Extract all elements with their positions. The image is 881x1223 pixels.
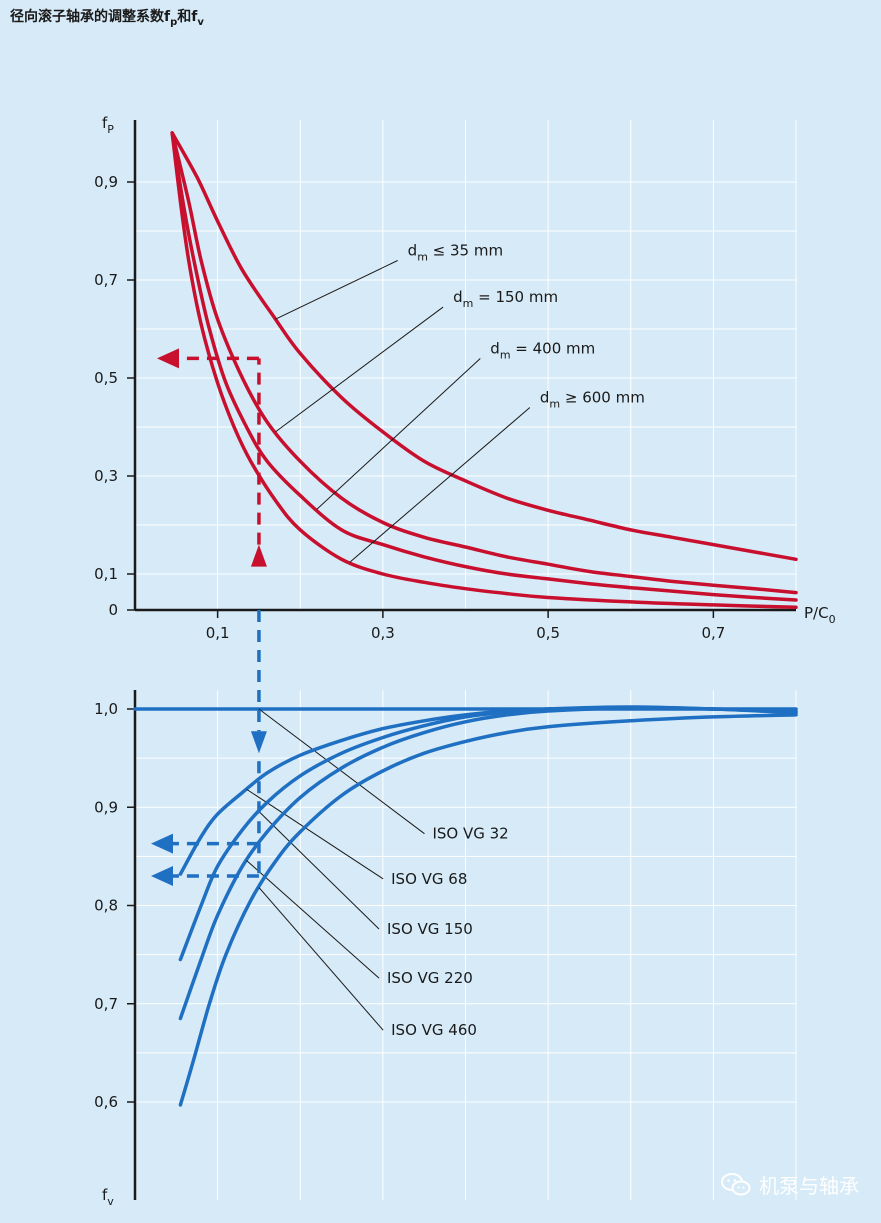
- fv-leader-line: [246, 860, 380, 979]
- fv-guide-arrow-left-2: [151, 866, 173, 887]
- top-x-tick-label: 0,5: [536, 624, 560, 642]
- bottom-y-tick-label: 0,9: [94, 798, 118, 816]
- watermark-text: 机泵与轴承: [759, 1174, 859, 1198]
- fv-curve-2: [178, 706, 798, 876]
- top-x-tick-label: 0,3: [371, 624, 395, 642]
- fv-curve-5: [178, 713, 798, 1107]
- fp-curve-1: [170, 131, 798, 562]
- top-x-tick-label: 0,7: [701, 624, 725, 642]
- fv-leader-line: [258, 708, 425, 835]
- bottom-y-tick-label: 0,6: [94, 1093, 118, 1111]
- fv-curve-4: [178, 706, 798, 1021]
- bottom-y-tick-label: 0,8: [94, 897, 118, 915]
- wechat-icon: [721, 1172, 751, 1195]
- fp-guide-arrow-left: [157, 348, 179, 369]
- watermark: 机泵与轴承: [721, 1170, 859, 1199]
- fp-curve-label: dm = 400 mm: [490, 340, 595, 362]
- top-y-tick-label: 0,1: [94, 565, 118, 583]
- fp-leader-line: [275, 306, 444, 433]
- page-title: 径向滚子轴承的调整系数fp和fv: [10, 9, 204, 28]
- bottom-y-tick-label: 0,7: [94, 995, 118, 1013]
- bottom-y-axis-label: fv: [102, 1186, 114, 1208]
- bottom-y-tick-label: 1,0: [94, 700, 118, 718]
- fv-guide-arrow-left-1: [151, 833, 173, 854]
- top-x-tick-label: 0,1: [206, 624, 230, 642]
- fv-guide-arrow-down: [250, 731, 267, 754]
- fv-curve-label: ISO VG 220: [387, 969, 473, 987]
- fv-leader-line: [258, 811, 380, 930]
- fv-curve-label: ISO VG 32: [432, 825, 508, 843]
- fv-leader-line: [246, 788, 384, 880]
- fv-curve-label: ISO VG 68: [391, 870, 467, 888]
- fp-leader-line: [275, 260, 398, 320]
- fv-curve-label: ISO VG 460: [391, 1021, 477, 1039]
- fp-leader-line: [349, 407, 531, 563]
- fp-curve-label: dm = 150 mm: [453, 288, 558, 310]
- top-y-tick-label: 0: [108, 601, 118, 619]
- fp-curve-label: dm ≥ 600 mm: [540, 389, 645, 411]
- fv-leader-line: [258, 887, 384, 1031]
- fp-curve-2: [170, 131, 798, 595]
- top-y-tick-label: 0,7: [94, 271, 118, 289]
- fp-curve-4: [170, 131, 798, 610]
- fv-curve-label: ISO VG 150: [387, 920, 473, 938]
- fp-curve-label: dm ≤ 35 mm: [408, 242, 503, 264]
- fp-guide-arrow-up: [250, 544, 267, 567]
- top-y-axis-label: fP: [102, 114, 114, 136]
- top-y-tick-label: 0,5: [94, 369, 118, 387]
- fp-curve-3: [170, 131, 798, 602]
- top-y-tick-label: 0,9: [94, 173, 118, 191]
- top-x-axis-label: P/C0: [804, 604, 836, 626]
- fp-leader-line: [316, 358, 481, 510]
- top-y-tick-label: 0,3: [94, 467, 118, 485]
